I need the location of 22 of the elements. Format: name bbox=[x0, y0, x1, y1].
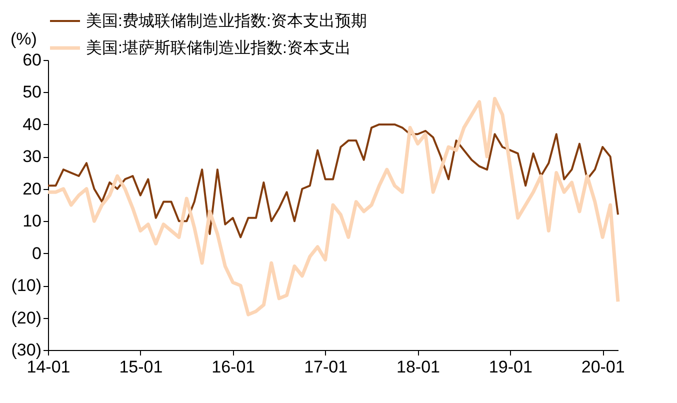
x-tick-label: 19-01 bbox=[488, 358, 532, 376]
legend-label: 美国:堪萨斯联储制造业指数:资本支出 bbox=[86, 39, 351, 57]
legend-label: 美国:费城联储制造业指数:资本支出预期 bbox=[86, 12, 367, 30]
y-tick-label: 50 bbox=[22, 82, 42, 102]
x-tick-label: 14-01 bbox=[26, 358, 70, 376]
x-tick-label: 17-01 bbox=[304, 358, 348, 376]
y-tick-label: 20 bbox=[22, 179, 42, 198]
x-tick-label: 18-01 bbox=[396, 358, 440, 376]
y-tick-label: (30) bbox=[11, 340, 42, 360]
y-tick-label: (20) bbox=[11, 308, 42, 328]
y-tick-label: 30 bbox=[22, 147, 42, 166]
x-tick-label: 20-01 bbox=[581, 358, 625, 376]
line-series bbox=[47, 123, 619, 238]
y-tick-label: 60 bbox=[22, 50, 42, 70]
line-series bbox=[46, 96, 620, 316]
y-tick-label: 10 bbox=[22, 212, 42, 231]
y-tick-label: 0 bbox=[32, 244, 42, 263]
y-tick-label: 40 bbox=[22, 114, 42, 134]
y-axis-title: (%) bbox=[10, 30, 37, 48]
x-tick-label: 15-01 bbox=[119, 358, 163, 376]
y-tick-label: (10) bbox=[11, 276, 42, 296]
x-tick-label: 16-01 bbox=[212, 358, 256, 376]
